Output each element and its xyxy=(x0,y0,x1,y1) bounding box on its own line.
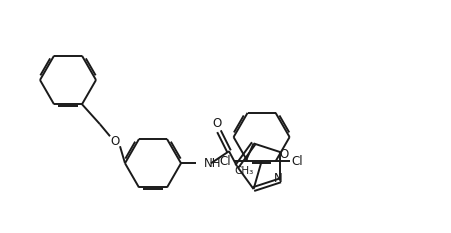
Text: O: O xyxy=(279,148,288,161)
Text: CH₃: CH₃ xyxy=(234,166,253,176)
Text: O: O xyxy=(110,135,120,148)
Text: N: N xyxy=(273,172,282,185)
Text: Cl: Cl xyxy=(291,155,303,168)
Text: NH: NH xyxy=(203,157,221,170)
Text: Cl: Cl xyxy=(219,155,231,168)
Text: O: O xyxy=(212,117,221,130)
